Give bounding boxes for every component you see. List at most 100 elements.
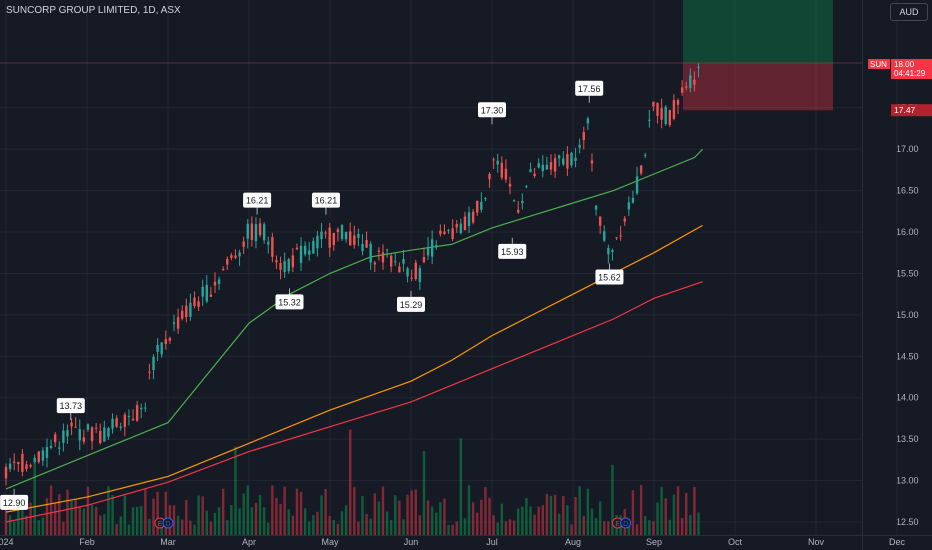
volume-bar bbox=[541, 505, 544, 535]
candle-body bbox=[123, 414, 127, 427]
pivot-label-box bbox=[397, 296, 425, 312]
last-price-tag bbox=[891, 59, 932, 79]
x-tick-label: Feb bbox=[79, 537, 95, 547]
volume-bar bbox=[279, 503, 282, 535]
candle-body bbox=[697, 66, 700, 68]
volume-bar bbox=[340, 511, 344, 535]
candle-body bbox=[570, 152, 573, 166]
candle-body bbox=[172, 322, 176, 324]
volume-bar bbox=[426, 500, 430, 535]
candle-body bbox=[656, 102, 659, 116]
last-price-value: 18.00 bbox=[894, 60, 915, 69]
chart-title: SUNCORP GROUP LIMITED, 1D, ASX bbox=[6, 5, 181, 16]
y-tick-label: 14.00 bbox=[896, 393, 919, 403]
candle-body bbox=[94, 427, 98, 429]
volume-bar bbox=[451, 524, 454, 535]
volume-bar bbox=[115, 524, 118, 535]
volume-bar bbox=[201, 496, 204, 535]
candle-body bbox=[603, 231, 606, 241]
candle-body bbox=[443, 231, 446, 234]
candle-body bbox=[623, 218, 626, 222]
candle-body bbox=[357, 233, 360, 238]
candle-body bbox=[324, 232, 327, 234]
candle-body bbox=[611, 250, 614, 252]
volume-bar bbox=[373, 493, 376, 535]
pivot-label-box bbox=[595, 269, 624, 285]
candle-body bbox=[619, 235, 622, 237]
volume-bar bbox=[689, 515, 692, 535]
candle-body bbox=[389, 255, 393, 267]
volume-bar bbox=[365, 513, 368, 535]
candle-body bbox=[455, 224, 458, 228]
candle-body bbox=[90, 427, 94, 442]
volume-bar bbox=[320, 495, 323, 535]
volume-bar bbox=[566, 505, 569, 535]
candle-body bbox=[33, 457, 36, 463]
candle-body bbox=[435, 245, 438, 248]
candle-body bbox=[344, 231, 348, 240]
candle-body bbox=[685, 86, 688, 88]
candle-body bbox=[148, 371, 151, 373]
volume-bar bbox=[344, 505, 348, 535]
candle-body bbox=[291, 255, 295, 268]
candle-body bbox=[287, 259, 290, 272]
candle-body bbox=[557, 155, 561, 159]
volume-bar bbox=[4, 505, 8, 535]
volume-bar bbox=[398, 500, 401, 535]
candle-body bbox=[299, 245, 303, 263]
event-marker-label: E bbox=[158, 521, 163, 528]
volume-bar bbox=[570, 524, 573, 535]
volume-bar bbox=[652, 521, 655, 535]
volume-bar bbox=[197, 495, 200, 535]
candle-body bbox=[541, 164, 544, 172]
stop-zone bbox=[683, 63, 833, 111]
x-tick-label: Jun bbox=[404, 537, 419, 547]
volume-bar bbox=[402, 519, 405, 535]
volume-bar bbox=[635, 524, 639, 535]
volume-bar bbox=[53, 503, 57, 535]
volume-bar bbox=[377, 501, 381, 535]
x-tick-label: May bbox=[321, 537, 339, 547]
candle-body bbox=[283, 260, 286, 273]
x-tick-label: Nov bbox=[808, 537, 825, 547]
volume-bar bbox=[119, 516, 122, 535]
volume-bar bbox=[99, 515, 102, 535]
candle-body bbox=[480, 201, 483, 210]
candle-body bbox=[209, 294, 213, 297]
pivot-label: 15.32 bbox=[278, 297, 301, 307]
volume-bar bbox=[160, 521, 163, 535]
candle-body bbox=[62, 430, 65, 443]
volume-bar bbox=[328, 516, 331, 535]
candle-body bbox=[660, 108, 663, 120]
volume-bar bbox=[639, 485, 643, 535]
volume-bar bbox=[680, 517, 684, 535]
volume-bar bbox=[574, 496, 577, 535]
candle-body bbox=[349, 231, 352, 246]
volume-bar bbox=[697, 512, 700, 535]
volume-bar bbox=[234, 446, 237, 535]
candle-body bbox=[279, 263, 282, 270]
x-tick-label: Aug bbox=[565, 537, 581, 547]
candle-body bbox=[586, 118, 590, 124]
volume-bar bbox=[213, 512, 217, 535]
volume-bar bbox=[549, 495, 553, 535]
candle-body bbox=[254, 224, 258, 242]
volume-bar bbox=[254, 502, 258, 535]
volume-bar bbox=[676, 486, 680, 535]
volume-bar bbox=[517, 508, 520, 535]
volume-bar bbox=[463, 518, 467, 535]
currency-selector[interactable]: AUD bbox=[890, 3, 928, 21]
candle-body bbox=[410, 277, 413, 279]
volume-bar bbox=[135, 506, 139, 535]
candle-body bbox=[53, 434, 57, 443]
candle-body bbox=[517, 209, 520, 213]
candle-body bbox=[185, 305, 188, 318]
volume-bar bbox=[107, 486, 110, 535]
pivot-label-box bbox=[275, 294, 304, 310]
pivot-label: 17.30 bbox=[481, 105, 504, 115]
candle-body bbox=[37, 451, 40, 463]
candle-body bbox=[308, 250, 311, 255]
candle-body bbox=[451, 228, 454, 240]
volume-bar bbox=[496, 522, 499, 535]
